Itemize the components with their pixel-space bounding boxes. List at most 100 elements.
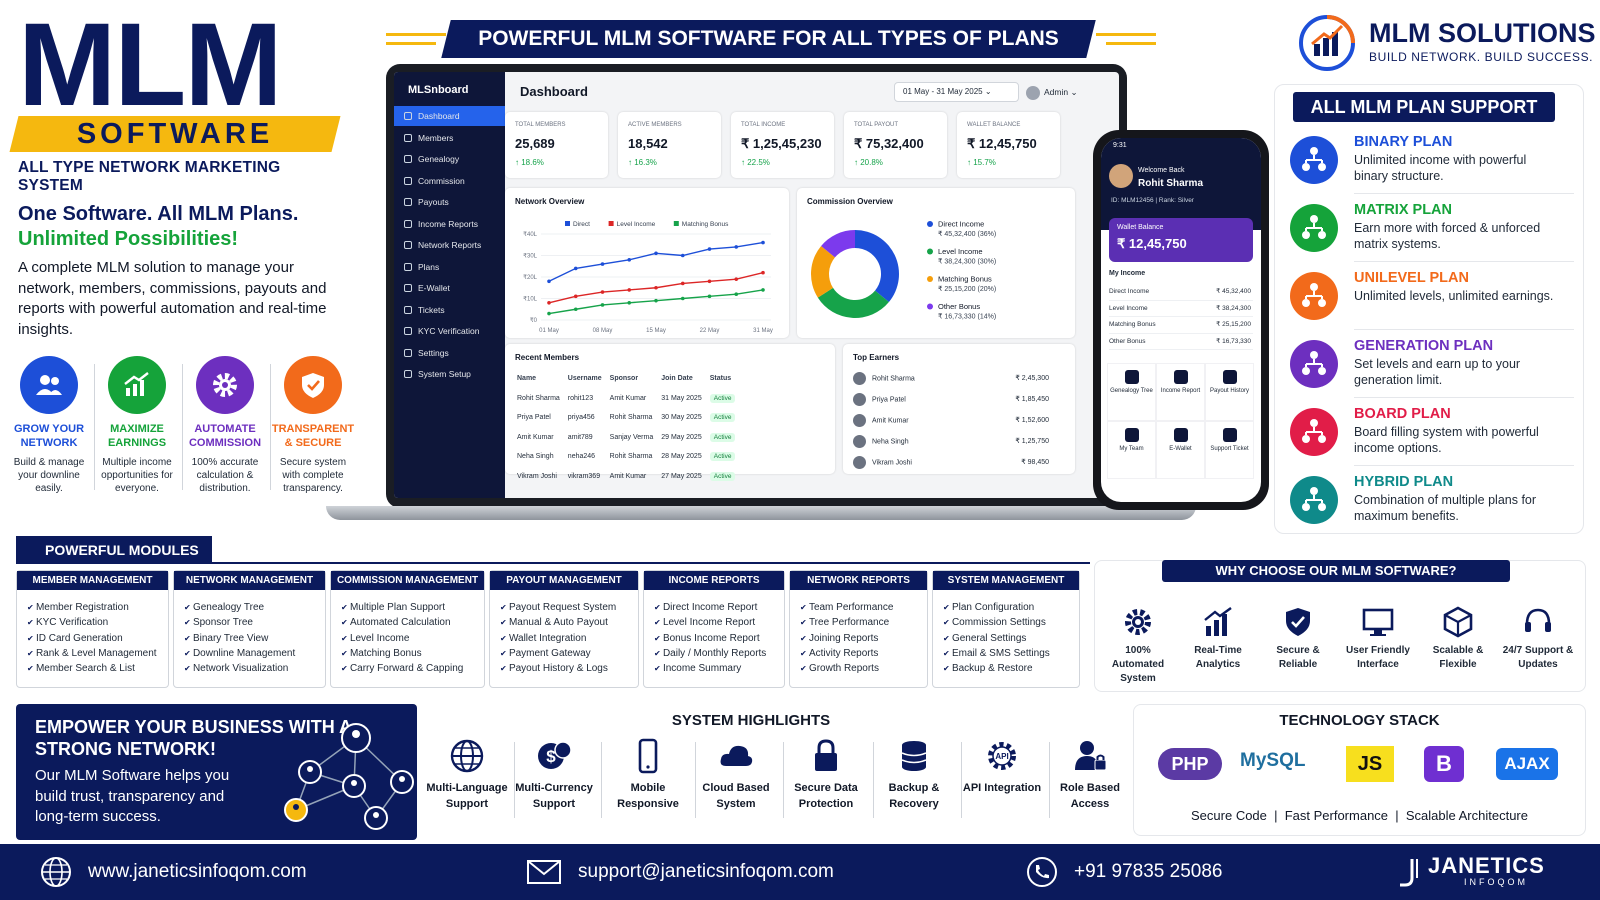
dashboard-screen: MLSnboard Dashboard Members Genealogy Commi…: [394, 72, 1119, 498]
phone-menu-item[interactable]: Income Report: [1156, 363, 1205, 421]
phone-wallet-card[interactable]: Wallet Balance ₹ 12,45,750: [1109, 218, 1253, 262]
sidebar-item-settings[interactable]: Settings: [394, 343, 505, 363]
why-item: 100% Automated System: [1100, 606, 1176, 686]
sidebar-item-network-reports[interactable]: Network Reports: [394, 235, 505, 255]
income-value: ₹ 25,15,200: [1216, 321, 1251, 328]
headline-one: One Software. All MLM Plans.: [18, 203, 299, 225]
table-header: Name Username Sponsor Join Date Status: [517, 370, 741, 388]
x-tick-label: 01 May: [539, 328, 559, 334]
sidebar-item-income-reports[interactable]: Income Reports: [394, 214, 505, 234]
currency-icon: $: [537, 738, 572, 774]
table-cell: priya456: [567, 414, 595, 422]
phone-menu-item[interactable]: Genealogy Tree: [1107, 363, 1156, 421]
recent-members-title: Recent Members: [515, 353, 580, 362]
y-tick-label: ₹40L: [523, 231, 537, 238]
phone-number-link[interactable]: +91 97835 25086: [1074, 861, 1223, 882]
feature-title: TRANSPARENT & SECURE: [271, 423, 355, 449]
highlight-divider: [514, 742, 515, 818]
sidebar-item-tickets[interactable]: Tickets: [394, 300, 505, 320]
sidebar-item-label: Income Reports: [418, 218, 478, 229]
column-header: Name: [517, 375, 537, 383]
sidebar-item-commission[interactable]: Commission: [394, 171, 505, 191]
highlight-label: API Integration: [962, 782, 1042, 794]
date-range-select[interactable]: 01 May - 31 May 2025 ⌄: [894, 82, 1019, 102]
legend-amount: ₹ 25,15,200 (20%): [938, 285, 996, 293]
module-title: MEMBER MANAGEMENT: [17, 571, 168, 590]
cube-icon: [1442, 606, 1474, 638]
admin-menu[interactable]: Admin ⌄: [1026, 82, 1078, 102]
avatar: [853, 393, 866, 406]
table-row[interactable]: Priya Patel priya456 Rohit Sharma 30 May 20…: [517, 409, 741, 427]
data-point: [654, 285, 658, 290]
svg-text:$: $: [546, 747, 556, 766]
legend-label: Level Income: [938, 247, 983, 256]
module-point: Binary Tree View: [184, 631, 325, 646]
table-row[interactable]: Amit Kumar amit789 Sanjay Verma 29 May 2025…: [517, 429, 741, 447]
stat-label: WALLET BALANCE: [967, 122, 1021, 128]
module-point: Rank & Level Management: [27, 646, 168, 661]
sidebar-item-dashboard[interactable]: Dashboard: [394, 106, 505, 126]
sidebar-item-plans[interactable]: Plans: [394, 257, 505, 277]
phone-menu-item[interactable]: Support Ticket: [1205, 421, 1254, 479]
legend-swatch: [565, 221, 570, 226]
list-item[interactable]: Priya Patel ₹ 1,85,450: [853, 393, 1049, 414]
table-cell: neha246: [567, 453, 596, 461]
data-point: [547, 311, 551, 316]
janetics-logo-sub: INFOQOM: [1464, 877, 1528, 887]
menu-icon: [404, 370, 412, 378]
brand-description: A complete MLM solution to manage your n…: [18, 259, 327, 338]
list-item[interactable]: Vikram Joshi ₹ 98,450: [853, 456, 1049, 477]
sidebar-item-system-setup[interactable]: System Setup: [394, 364, 505, 384]
earner-name: Priya Patel: [872, 396, 906, 404]
table-cell: Rohit Sharma: [517, 394, 560, 402]
menu-icon: [404, 327, 412, 335]
website-link[interactable]: www.janeticsinfoqom.com: [88, 861, 307, 882]
highlight-item: Multi-Language Support: [423, 738, 511, 812]
phone-menu-item[interactable]: E-Wallet: [1156, 421, 1205, 479]
feature-divider: [182, 364, 183, 490]
list-item[interactable]: Rohit Sharma ₹ 2,45,300: [853, 372, 1049, 393]
income-report-icon: [1173, 370, 1188, 384]
legend-amount: ₹ 38,24,300 (30%): [938, 258, 996, 266]
avatar: [853, 435, 866, 448]
cloud-icon: [719, 738, 753, 774]
module-card: INCOME REPORTS Direct Income ReportLevel …: [643, 570, 785, 688]
sidebar-item-members[interactable]: Members: [394, 128, 505, 148]
sidebar-item-genealogy[interactable]: Genealogy: [394, 149, 505, 169]
phone-menu-item[interactable]: My Team: [1107, 421, 1156, 479]
wallet-value: ₹ 12,45,750: [1117, 236, 1187, 251]
legend-label: Other Bonus: [938, 302, 980, 311]
stat-card: TOTAL PAYOUT ₹ 75,32,400 ↑ 20.8%: [844, 112, 947, 178]
table-cell: Amit Kumar: [517, 433, 554, 441]
stat-change: ↑ 22.5%: [741, 158, 770, 167]
data-point: [654, 251, 658, 256]
sidebar-item-payouts[interactable]: Payouts: [394, 192, 505, 212]
email-link[interactable]: support@janeticsinfoqom.com: [578, 861, 834, 882]
banner-line-left-2: [386, 42, 436, 45]
data-point: [680, 296, 685, 301]
module-point: Tree Performance: [800, 615, 927, 630]
list-item: Level Income ₹ 38,24,300: [1109, 301, 1253, 317]
list-item[interactable]: Amit Kumar ₹ 1,52,600: [853, 414, 1049, 435]
menu-icon: [404, 219, 412, 228]
sidebar-item-e-wallet[interactable]: E-Wallet: [394, 278, 505, 298]
table-row[interactable]: Rohit Sharma rohit123 Amit Kumar 31 May 202…: [517, 390, 741, 408]
sidebar-item-kyc-verification[interactable]: KYC Verification: [394, 321, 505, 341]
column-header: Status: [709, 375, 732, 383]
module-card: MEMBER MANAGEMENT Member RegistrationKYC …: [16, 570, 169, 688]
banner-line-right-2: [1106, 42, 1156, 45]
table-row[interactable]: Vikram Joshi vikram369 Amit Kumar 27 May 20…: [517, 468, 741, 486]
feature-divider: [270, 364, 271, 490]
table-cell: 30 May 2025: [661, 414, 702, 422]
highlight-label: Backup & Recovery: [888, 782, 940, 810]
list-item[interactable]: Neha Singh ₹ 1,25,750: [853, 435, 1049, 456]
network-graph-icon: [284, 723, 414, 830]
plan-generation-plan: GENERATION PLAN Set levels and earn up to…: [1290, 336, 1580, 402]
pie-slice: [855, 230, 899, 303]
laptop-base: [326, 506, 1196, 520]
phone-menu-item[interactable]: Payout History: [1205, 363, 1254, 421]
highlight-item: Mobile Responsive: [604, 738, 692, 812]
x-tick-label: 15 May: [646, 328, 666, 334]
table-row[interactable]: Neha Singh neha246 Rohit Sharma 28 May 2025…: [517, 448, 741, 466]
menu-icon: [404, 262, 412, 271]
